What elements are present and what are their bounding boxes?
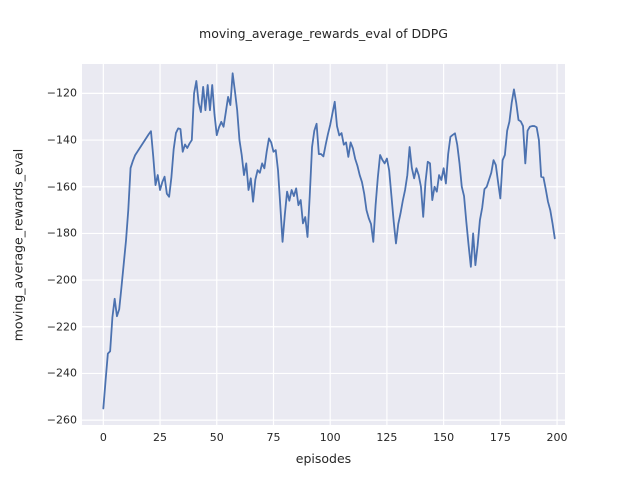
y-tick-label: −120 — [46, 86, 77, 100]
x-tick-label: 100 — [319, 431, 341, 444]
x-tick-label: 125 — [376, 431, 398, 444]
y-tick-label: −260 — [46, 413, 77, 427]
x-tick-label: 0 — [99, 431, 107, 444]
x-tick-label: 200 — [546, 431, 568, 444]
x-tick-label: 175 — [489, 431, 511, 444]
y-tick-label: −200 — [46, 273, 77, 287]
x-tick-label: 25 — [153, 431, 168, 444]
y-tick-label: −220 — [46, 320, 77, 334]
line-chart-canvas — [82, 64, 565, 425]
x-tick-label: 50 — [209, 431, 224, 444]
y-tick-label: −180 — [46, 226, 77, 240]
y-tick-label: −140 — [46, 133, 77, 147]
x-axis-label: episodes — [295, 451, 352, 466]
x-tick-label: 75 — [266, 431, 281, 444]
y-tick-label: −160 — [46, 180, 77, 194]
chart-title: moving_average_rewards_eval of DDPG — [199, 26, 448, 41]
y-tick-label: −240 — [46, 366, 77, 380]
plot-area — [82, 64, 565, 425]
x-tick-label: 150 — [433, 431, 455, 444]
line-series — [102, 72, 556, 410]
y-axis-label: moving_average_rewards_eval — [10, 148, 26, 342]
